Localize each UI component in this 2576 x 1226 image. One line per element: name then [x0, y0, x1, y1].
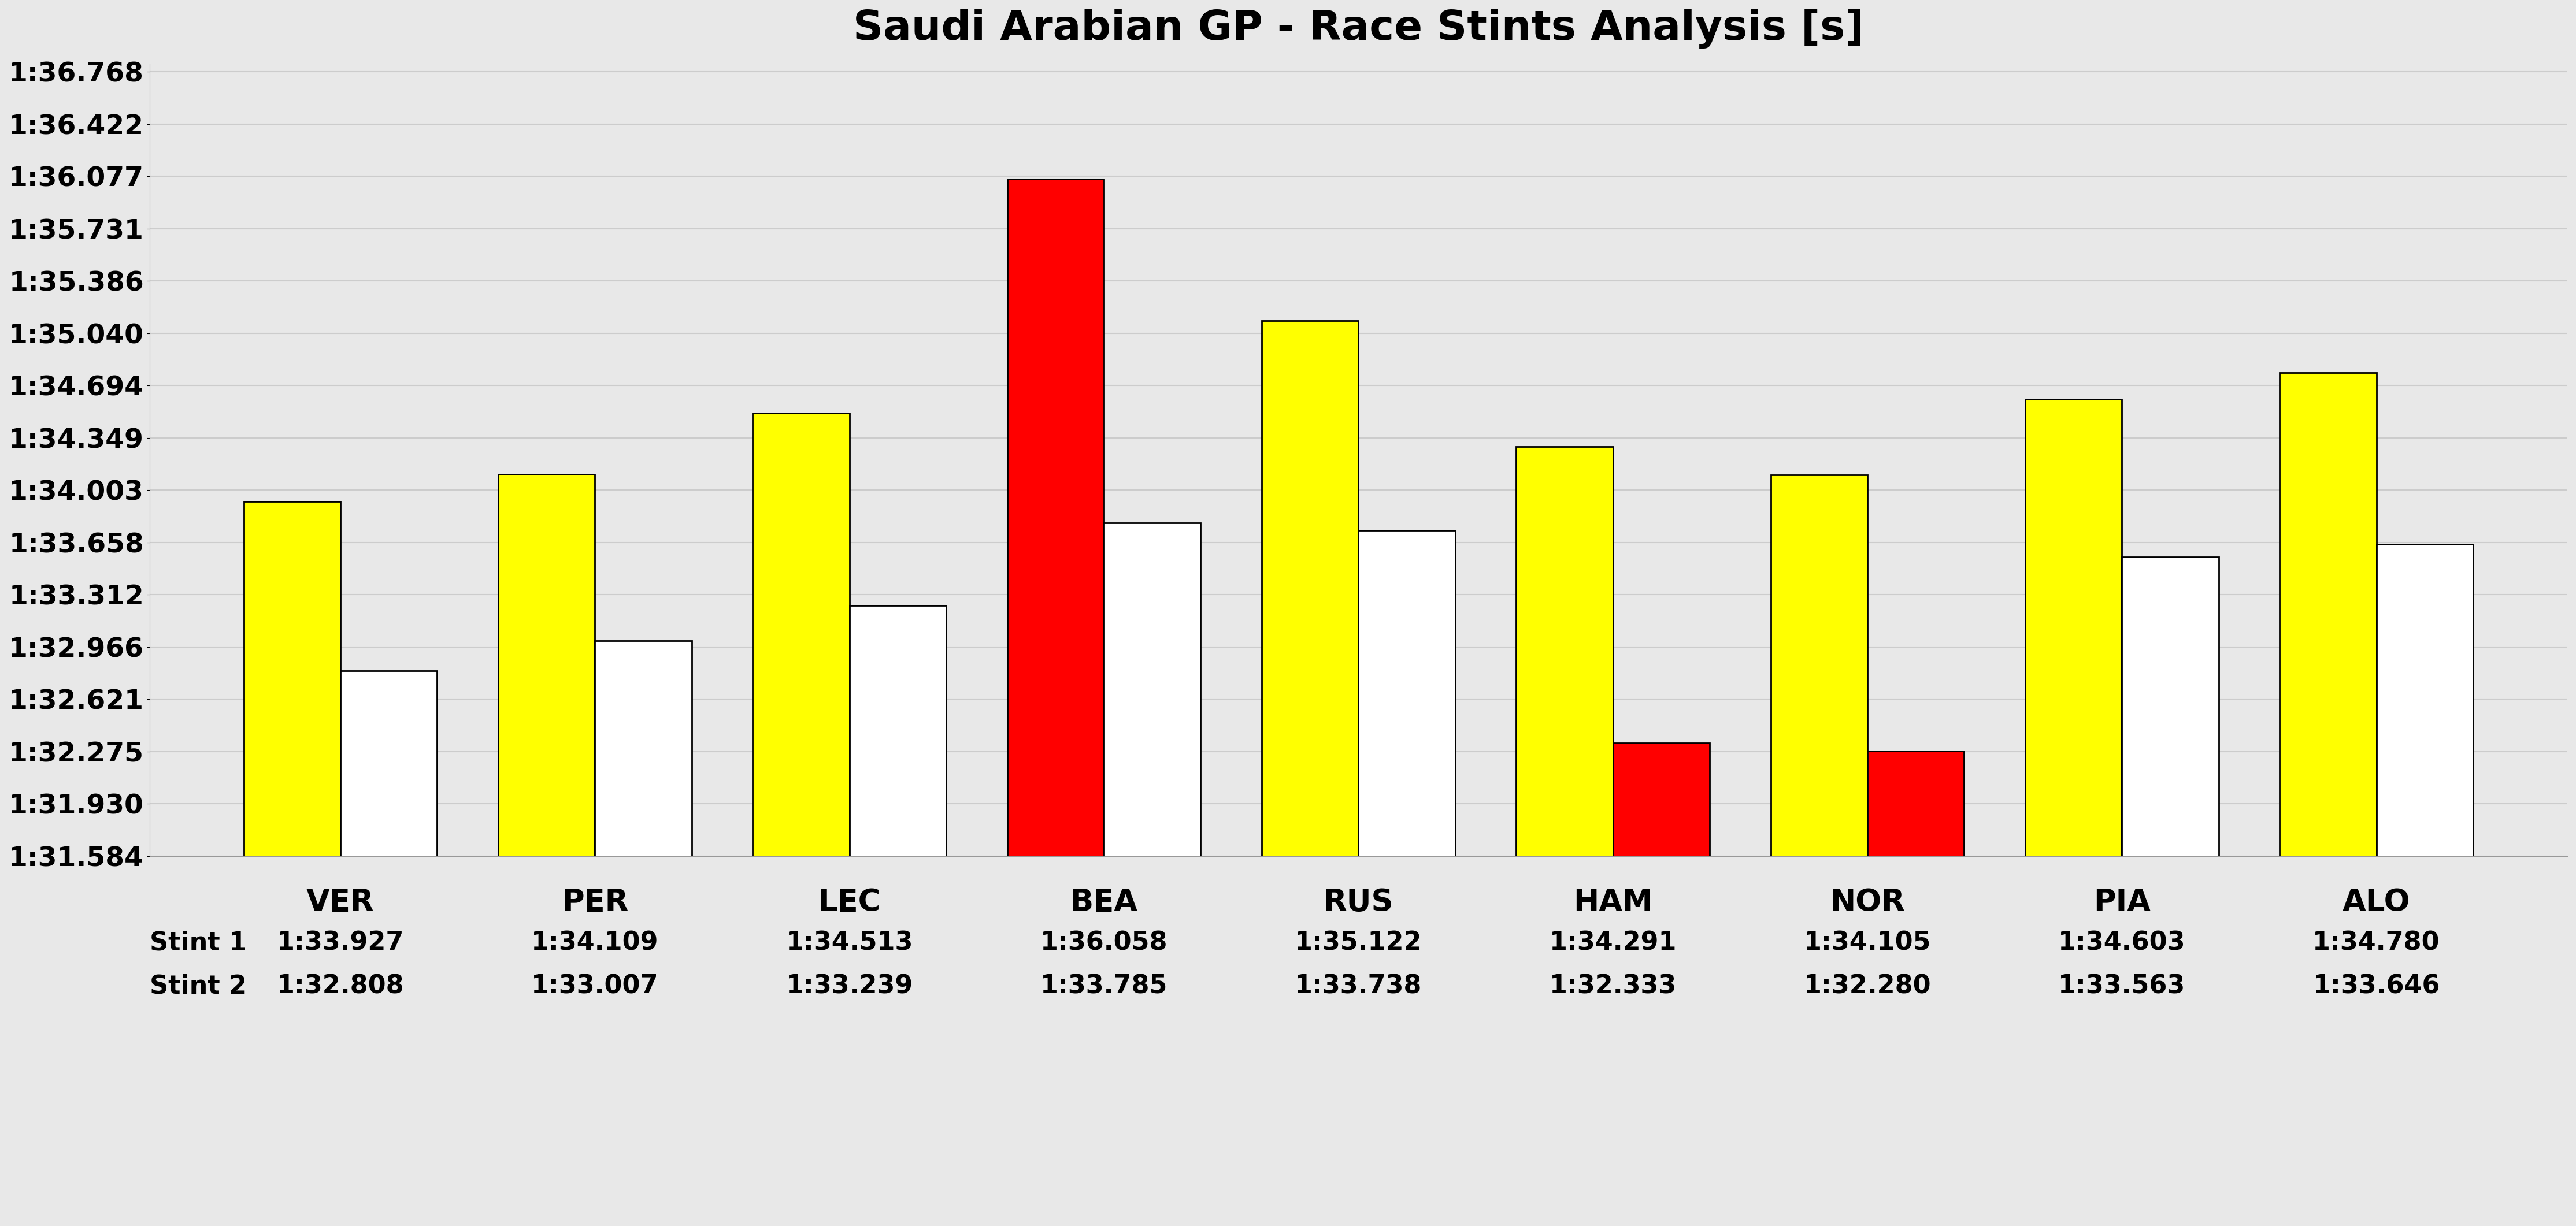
Text: 1:32.808: 1:32.808: [276, 973, 404, 999]
Text: 1:34.780: 1:34.780: [2313, 931, 2439, 955]
Text: 1:33.563: 1:33.563: [2058, 973, 2184, 999]
Text: 1:34.291: 1:34.291: [1548, 931, 1677, 955]
Text: VER: VER: [307, 888, 374, 917]
Bar: [1007, 179, 1105, 856]
Text: 1:33.007: 1:33.007: [531, 973, 659, 999]
Bar: [245, 501, 340, 856]
Bar: [850, 606, 945, 856]
Text: RUS: RUS: [1324, 888, 1394, 917]
Bar: [1358, 530, 1455, 856]
Bar: [2025, 400, 2123, 856]
Text: 1:33.738: 1:33.738: [1296, 973, 1422, 999]
Text: 1:34.105: 1:34.105: [1803, 931, 1932, 955]
Bar: [595, 641, 690, 856]
Bar: [497, 474, 595, 856]
Bar: [1770, 474, 1868, 856]
Text: 1:34.109: 1:34.109: [531, 931, 659, 955]
Bar: [2123, 557, 2218, 856]
Bar: [2280, 373, 2378, 856]
Text: LEC: LEC: [819, 888, 881, 917]
Text: ALO: ALO: [2342, 888, 2411, 917]
Bar: [1868, 750, 1963, 856]
Title: Saudi Arabian GP - Race Stints Analysis [s]: Saudi Arabian GP - Race Stints Analysis …: [853, 9, 1865, 49]
Text: 1:33.785: 1:33.785: [1041, 973, 1167, 999]
Text: 1:33.239: 1:33.239: [786, 973, 912, 999]
Bar: [1613, 743, 1710, 856]
Text: 1:33.646: 1:33.646: [2313, 973, 2439, 999]
Text: 1:34.603: 1:34.603: [2058, 931, 2184, 955]
Text: 1:33.927: 1:33.927: [276, 931, 404, 955]
Bar: [1262, 321, 1358, 856]
Text: PER: PER: [562, 888, 629, 917]
Text: HAM: HAM: [1574, 888, 1654, 917]
Bar: [752, 413, 850, 856]
Text: 1:36.058: 1:36.058: [1041, 931, 1167, 955]
Text: PIA: PIA: [2094, 888, 2151, 917]
Text: Stint 1: Stint 1: [149, 931, 247, 955]
Text: 1:32.333: 1:32.333: [1548, 973, 1677, 999]
Bar: [340, 671, 438, 856]
Bar: [2378, 544, 2473, 856]
Text: Stint 2: Stint 2: [149, 973, 247, 999]
Text: 1:34.513: 1:34.513: [786, 931, 912, 955]
Text: BEA: BEA: [1069, 888, 1139, 917]
Bar: [1517, 446, 1613, 856]
Text: 1:35.122: 1:35.122: [1296, 931, 1422, 955]
Text: 1:32.280: 1:32.280: [1803, 973, 1932, 999]
Text: NOR: NOR: [1829, 888, 1904, 917]
Bar: [1105, 524, 1200, 856]
